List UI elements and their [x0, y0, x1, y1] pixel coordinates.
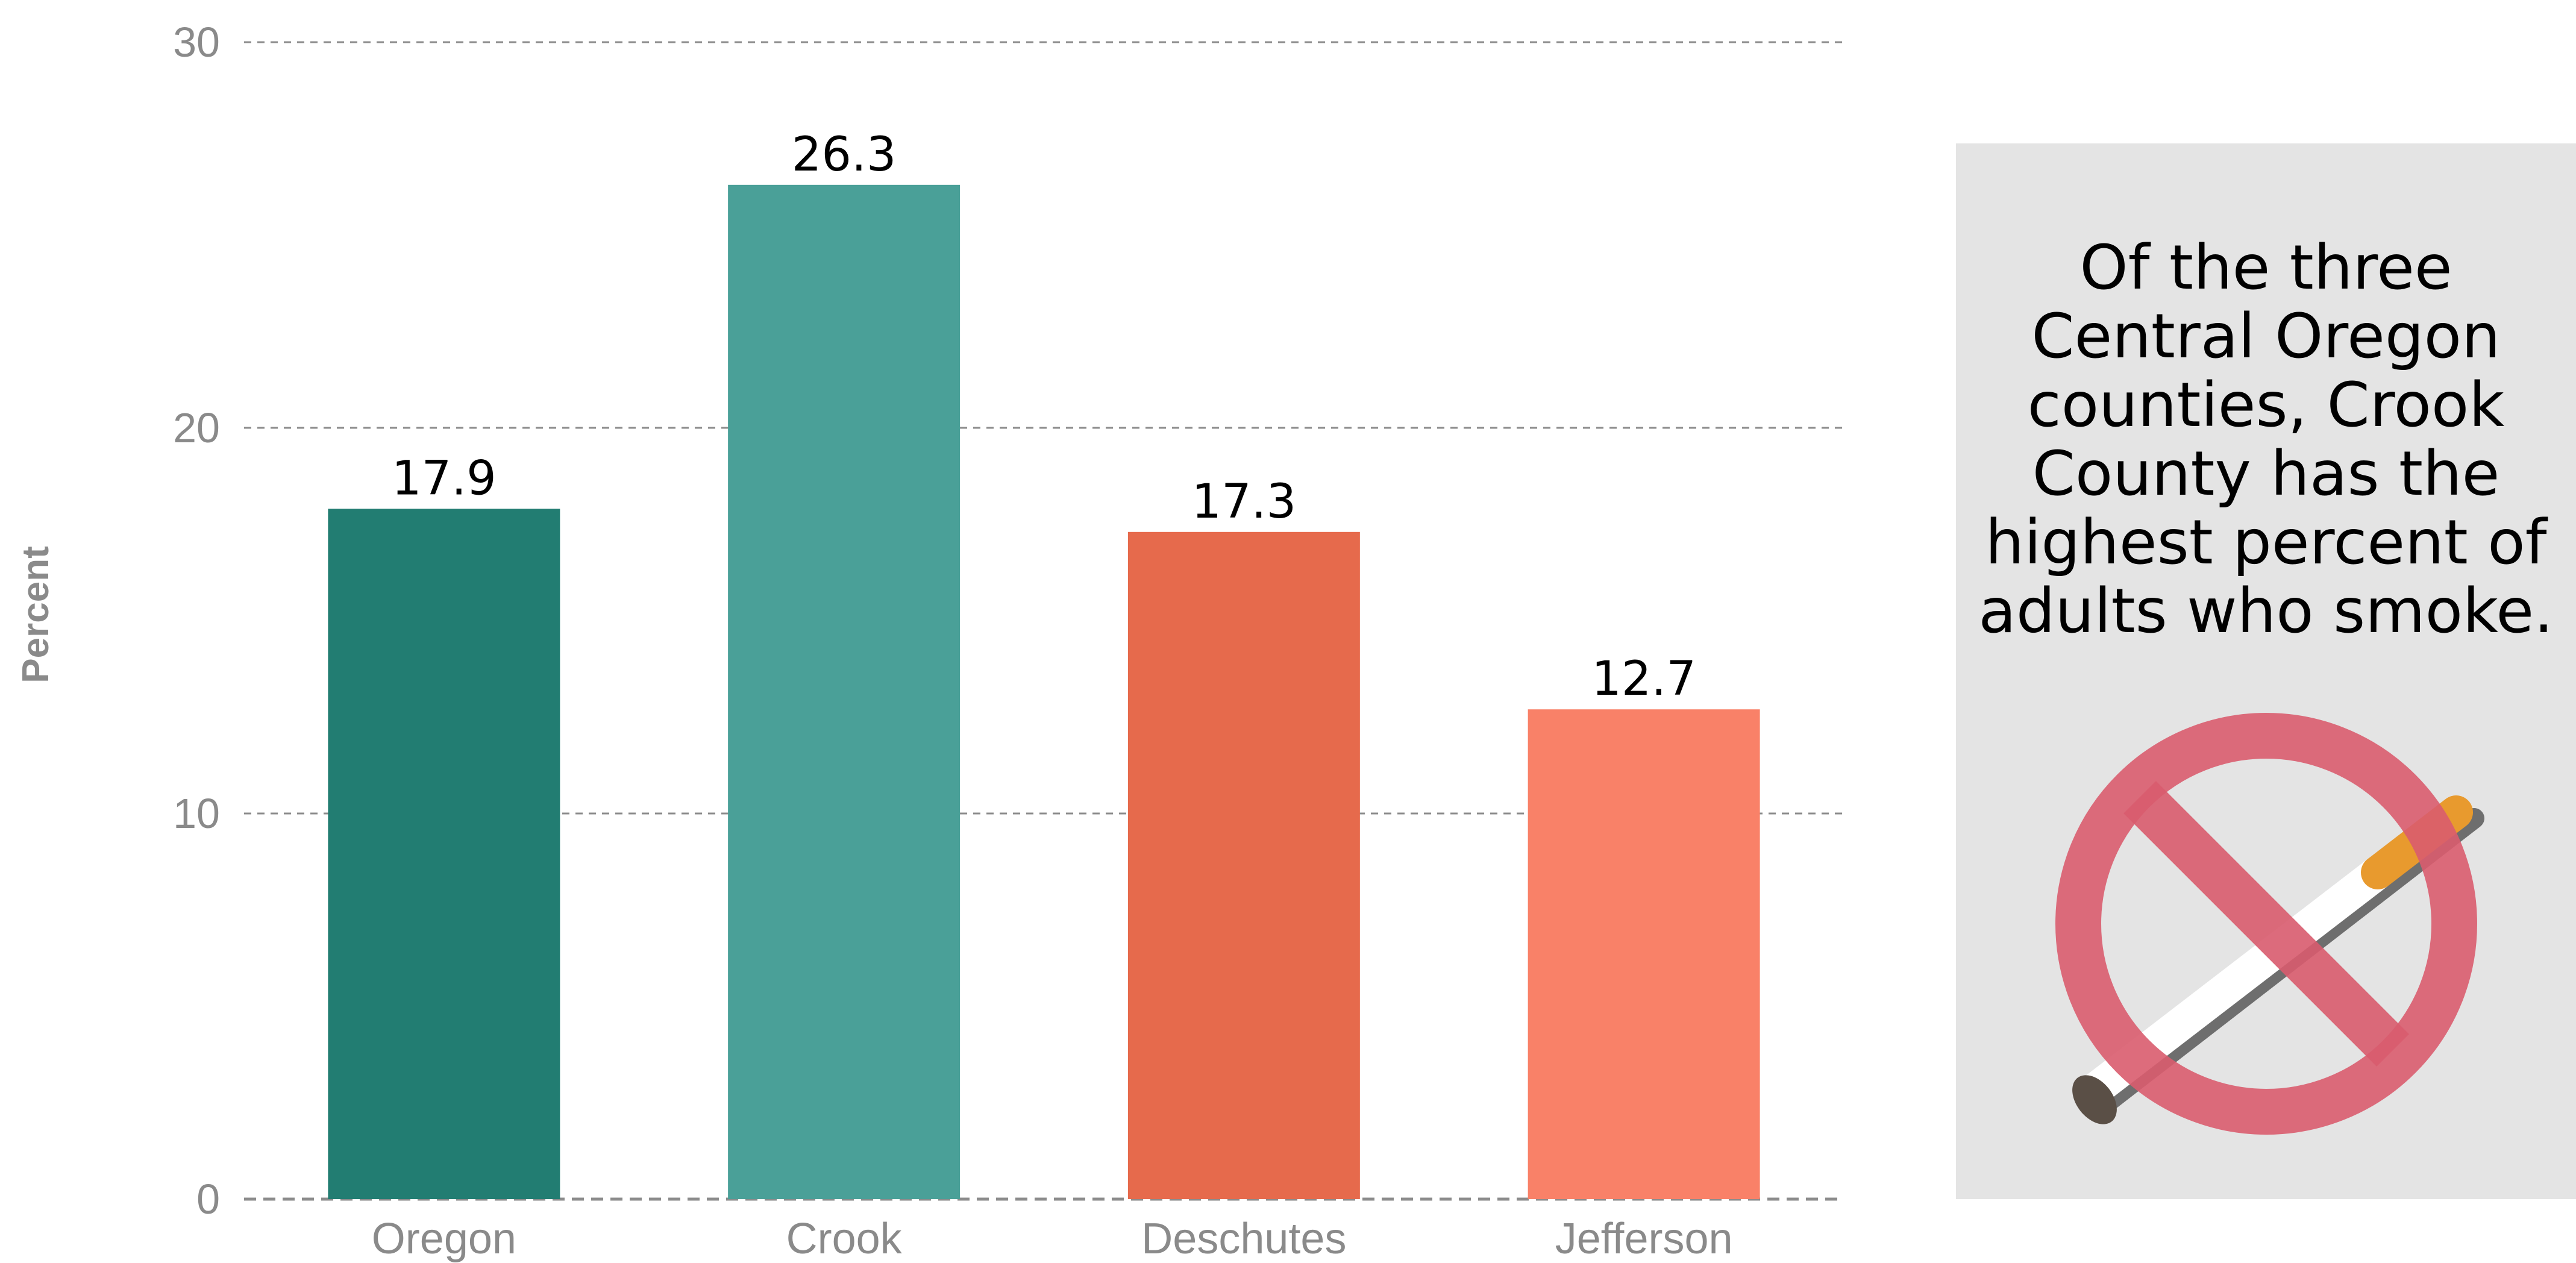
no-smoking-icon	[2055, 713, 2484, 1135]
x-tick-label: Jefferson	[1555, 1215, 1733, 1263]
y-tick-label: 0	[196, 1176, 220, 1223]
bar-jefferson	[1528, 709, 1760, 1199]
x-axis-ticks: Oregon Crook Deschutes Jefferson	[372, 1215, 1733, 1263]
x-tick-label: Deschutes	[1141, 1215, 1346, 1263]
data-label: 17.3	[1192, 475, 1297, 529]
prohibition-slash	[2123, 781, 2409, 1067]
bars	[328, 184, 1760, 1199]
y-axis-ticks: 0 10 20 30	[173, 19, 220, 1223]
bar-crook	[728, 184, 961, 1199]
data-label: 26.3	[792, 128, 897, 182]
x-tick-label: Crook	[786, 1215, 903, 1263]
x-tick-label: Oregon	[372, 1215, 516, 1263]
info-panel: Of the three Central Oregon counties, Cr…	[1956, 143, 2576, 1199]
prohibition-circle	[2055, 713, 2477, 1135]
data-label: 12.7	[1591, 652, 1696, 706]
bar-oregon	[328, 509, 560, 1199]
data-label: 17.9	[392, 451, 497, 506]
y-tick-label: 30	[173, 19, 220, 66]
y-tick-label: 10	[173, 790, 220, 837]
info-panel-text: Of the three Central Oregon counties, Cr…	[1978, 232, 2554, 647]
bar-chart: 0 10 20 30 17.9 26.3 17.3 12.7 Oregon Crook Desc…	[15, 19, 1844, 1263]
y-axis-label: Percent	[15, 546, 57, 683]
bar-deschutes	[1127, 531, 1360, 1199]
cigarette-ash	[2072, 1075, 2117, 1124]
data-labels: 17.9 26.3 17.3 12.7	[392, 128, 1696, 706]
y-tick-label: 20	[173, 404, 220, 451]
